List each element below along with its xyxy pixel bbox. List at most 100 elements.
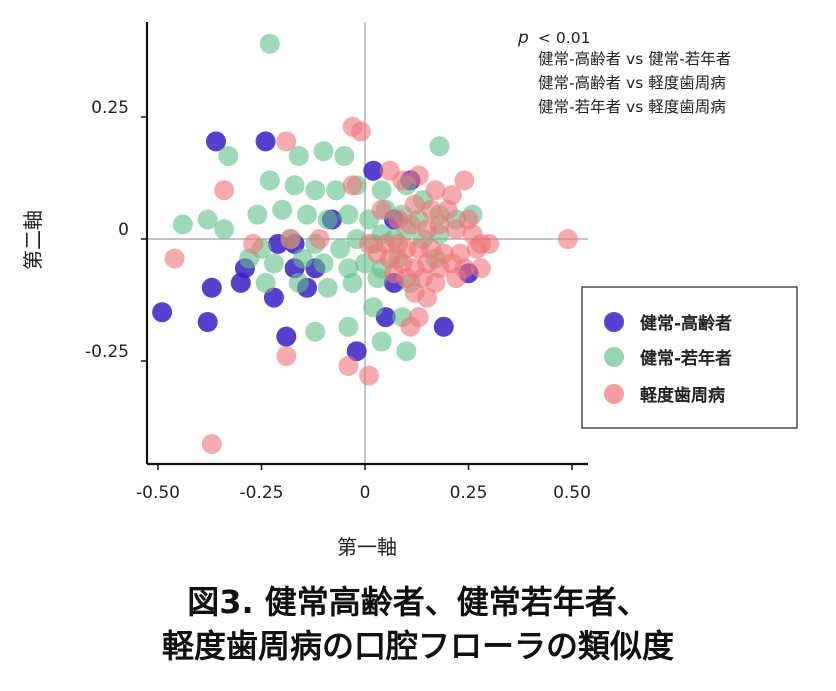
data-point bbox=[247, 204, 268, 225]
x-tick-label: 0.25 bbox=[450, 483, 488, 503]
significance-annotation: p < 0.01 健常-高齢者 vs 健常-若年者 健常-高齢者 vs 軽度歯周… bbox=[517, 28, 731, 116]
data-point bbox=[201, 434, 222, 454]
data-point bbox=[263, 287, 284, 308]
caption-line-1: 図3. 健常高齢者、健常若年者、 bbox=[187, 583, 649, 621]
data-point bbox=[197, 312, 218, 332]
data-point bbox=[309, 229, 330, 249]
data-point bbox=[288, 272, 309, 293]
data-point bbox=[243, 233, 264, 254]
data-point bbox=[557, 229, 578, 249]
data-point bbox=[429, 214, 450, 235]
data-point bbox=[164, 248, 185, 269]
data-point bbox=[338, 316, 359, 337]
data-point bbox=[305, 321, 326, 342]
p-value-text: < 0.01 bbox=[538, 29, 590, 47]
data-point bbox=[425, 272, 446, 293]
axes bbox=[141, 22, 588, 470]
data-point bbox=[346, 341, 367, 362]
data-point bbox=[425, 180, 446, 201]
data-point bbox=[371, 180, 392, 201]
x-axis-title: 第一軸 bbox=[337, 535, 397, 559]
data-point bbox=[466, 238, 487, 259]
data-point bbox=[454, 170, 475, 191]
y-tick-label: 0.25 bbox=[91, 98, 129, 118]
data-point bbox=[263, 253, 284, 274]
legend-marker-periodontal bbox=[604, 384, 624, 404]
data-point bbox=[288, 146, 309, 166]
data-point bbox=[317, 277, 338, 298]
data-point bbox=[214, 219, 235, 240]
data-point bbox=[363, 297, 384, 318]
comparison-line-2: 健常-高齢者 vs 軽度歯周病 bbox=[538, 74, 726, 92]
data-point bbox=[408, 307, 429, 328]
data-point bbox=[206, 131, 226, 152]
data-point bbox=[292, 248, 313, 269]
data-point bbox=[172, 214, 193, 235]
data-point bbox=[367, 268, 388, 288]
data-point bbox=[396, 341, 417, 362]
data-point bbox=[276, 346, 297, 367]
data-point bbox=[280, 229, 301, 249]
data-point bbox=[433, 316, 454, 337]
data-point bbox=[334, 146, 355, 166]
legend: 健常-高齢者 健常-若年者 軽度歯周病 bbox=[581, 286, 798, 429]
data-point bbox=[214, 180, 235, 201]
data-point bbox=[417, 287, 438, 308]
x-tick-label: 0.50 bbox=[553, 483, 591, 503]
data-point bbox=[297, 204, 317, 225]
legend-label-young: 健常-若年者 bbox=[640, 348, 732, 369]
tick-labels: -0.50 -0.25 0 0.25 0.50 0.25 0 -0.25 bbox=[85, 98, 591, 503]
data-point bbox=[305, 180, 326, 201]
y-axis-title: 第二軸 bbox=[21, 210, 45, 270]
data-point bbox=[313, 141, 334, 162]
data-point bbox=[371, 331, 392, 352]
data-point bbox=[342, 175, 363, 196]
legend-label-periodontal: 軽度歯周病 bbox=[640, 385, 725, 406]
data-point bbox=[371, 199, 392, 220]
data-point bbox=[392, 170, 413, 191]
y-tick-label: -0.25 bbox=[85, 342, 129, 362]
data-point bbox=[404, 194, 425, 215]
data-point bbox=[363, 160, 384, 181]
data-point bbox=[446, 219, 467, 240]
data-point bbox=[338, 204, 359, 225]
data-point bbox=[259, 170, 280, 191]
data-point bbox=[276, 326, 297, 347]
x-tick-label: -0.50 bbox=[136, 483, 180, 503]
data-point bbox=[359, 365, 380, 386]
data-point bbox=[470, 258, 491, 279]
figure-caption: 図3. 健常高齢者、健常若年者、 軽度歯周病の口腔フローラの類似度 bbox=[0, 580, 836, 668]
data-point bbox=[338, 355, 359, 376]
x-tick-label: -0.25 bbox=[240, 483, 284, 503]
data-point bbox=[446, 268, 467, 288]
comparison-line-1: 健常-高齢者 vs 健常-若年者 bbox=[538, 50, 731, 68]
data-point bbox=[408, 165, 429, 186]
data-point bbox=[421, 199, 442, 220]
scatter-chart: -0.50 -0.25 0 0.25 0.50 0.25 0 -0.25 第一軸 第二軸 p … bbox=[21, 22, 798, 559]
data-point bbox=[396, 268, 417, 288]
comparison-line-3: 健常-若年者 vs 軽度歯周病 bbox=[538, 98, 726, 116]
data-point bbox=[272, 199, 293, 220]
data-point bbox=[342, 116, 363, 137]
data-point bbox=[255, 272, 276, 293]
data-point bbox=[259, 33, 280, 54]
p-symbol: p bbox=[517, 28, 529, 48]
data-point bbox=[317, 209, 338, 230]
caption-line-2: 軽度歯周病の口腔フローラの類似度 bbox=[161, 627, 674, 665]
data-point bbox=[218, 146, 239, 166]
y-tick-label: 0 bbox=[118, 220, 129, 240]
legend-marker-young bbox=[604, 347, 624, 367]
x-tick-label: 0 bbox=[360, 483, 371, 503]
data-point bbox=[197, 209, 218, 230]
data-points bbox=[152, 33, 578, 454]
data-point bbox=[255, 131, 276, 152]
legend-label-elderly: 健常-高齢者 bbox=[640, 313, 732, 334]
data-point bbox=[201, 277, 222, 298]
data-point bbox=[276, 131, 297, 152]
data-point bbox=[429, 136, 450, 157]
legend-marker-elderly bbox=[604, 312, 624, 332]
data-point bbox=[326, 180, 346, 201]
data-point bbox=[400, 214, 421, 235]
data-point bbox=[284, 175, 305, 196]
data-point bbox=[437, 199, 458, 220]
